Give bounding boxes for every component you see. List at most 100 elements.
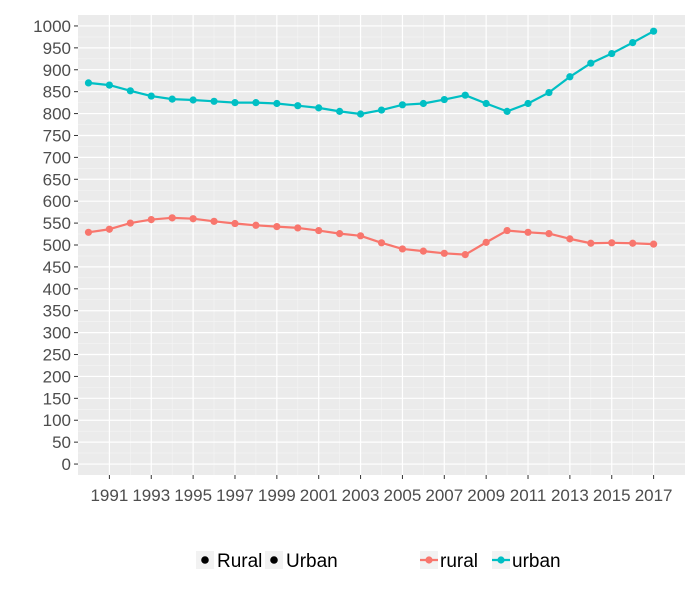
data-point-urban — [294, 102, 302, 110]
legend-point-icon — [201, 556, 209, 564]
data-point-rural — [503, 226, 511, 235]
data-point-rural — [440, 249, 448, 257]
series-line-urban — [88, 30, 655, 116]
data-point-urban — [84, 79, 93, 87]
legend-label: rural — [440, 551, 478, 572]
y-tick-label: 0 — [62, 455, 71, 474]
data-point-rural — [398, 245, 407, 253]
data-point-rural — [482, 238, 490, 246]
y-tick-label: 450 — [43, 258, 71, 277]
y-tick-label: 500 — [43, 236, 71, 255]
data-point-urban — [503, 107, 511, 115]
y-tick-label: 850 — [43, 83, 71, 102]
data-point-rural — [105, 225, 113, 233]
y-tick-label: 100 — [43, 411, 71, 430]
y-tick-label: 250 — [43, 346, 71, 365]
x-tick-label: 2007 — [425, 486, 463, 505]
data-point-urban — [461, 91, 469, 99]
data-point-urban — [524, 99, 532, 108]
data-point-urban — [315, 104, 323, 112]
data-point-urban — [545, 88, 553, 97]
x-tick-label: 1995 — [174, 486, 212, 505]
data-point-rural — [294, 224, 302, 232]
y-tick-label: 750 — [43, 126, 71, 145]
data-point-urban — [356, 110, 365, 118]
y-tick-label: 200 — [43, 367, 71, 386]
x-tick-label: 2001 — [300, 486, 338, 505]
legend-point-icon — [497, 556, 505, 564]
data-point-rural — [545, 230, 553, 238]
legend-label: Rural — [217, 551, 262, 572]
data-point-rural — [189, 215, 197, 223]
data-point-rural — [524, 228, 532, 236]
legend-label: Urban — [286, 551, 338, 572]
series-line-rural — [88, 216, 654, 256]
data-point-rural — [587, 239, 595, 247]
data-point-urban — [377, 106, 386, 114]
y-tick-label: 300 — [43, 324, 71, 343]
data-point-rural — [336, 230, 344, 238]
y-tick-label: 800 — [43, 105, 71, 124]
data-point-rural — [126, 219, 134, 227]
data-point-urban — [566, 73, 574, 81]
x-tick-label: 2011 — [510, 486, 547, 505]
data-point-rural — [315, 226, 323, 235]
data-point-urban — [398, 101, 407, 109]
y-tick-label: 600 — [43, 192, 71, 211]
data-point-urban — [189, 96, 197, 104]
data-point-urban — [419, 99, 427, 108]
data-point-urban — [168, 95, 176, 103]
legend-point-icon — [425, 556, 433, 564]
data-point-rural — [210, 217, 218, 225]
data-point-rural — [231, 219, 239, 228]
y-tick-label: 550 — [43, 214, 71, 233]
data-point-urban — [608, 49, 616, 58]
y-axis: 0 50 100 150 200 250 300 350 400 450 500 550 600 650 7… — [33, 17, 78, 474]
series-layer — [84, 27, 658, 259]
data-point-urban — [440, 95, 448, 104]
y-tick-label: 150 — [43, 389, 71, 408]
x-tick-label: 2005 — [384, 486, 422, 505]
y-tick-label: 700 — [43, 148, 71, 167]
x-tick-label: 2015 — [593, 486, 631, 505]
data-point-urban — [336, 107, 344, 115]
data-point-urban — [482, 99, 490, 108]
data-point-rural — [419, 247, 427, 255]
data-point-rural — [377, 239, 386, 247]
x-tick-label: 1999 — [258, 486, 296, 505]
y-tick-label: 950 — [43, 39, 71, 58]
legend-label: urban — [512, 551, 561, 572]
data-point-rural — [147, 215, 155, 224]
data-point-rural — [566, 235, 574, 243]
data-point-urban — [231, 99, 239, 107]
data-point-urban — [650, 27, 658, 35]
y-tick-label: 50 — [52, 433, 71, 452]
x-tick-label: 1991 — [90, 486, 128, 505]
data-point-rural — [461, 251, 469, 259]
data-point-rural — [608, 239, 616, 247]
major-gridlines — [78, 15, 685, 475]
x-tick-label: 1997 — [216, 486, 254, 505]
data-point-rural — [168, 214, 176, 222]
data-point-rural — [273, 223, 281, 231]
legend-point-icon — [270, 556, 278, 564]
y-tick-label: 650 — [43, 170, 71, 189]
data-point-rural — [356, 232, 365, 240]
x-tick-label: 2003 — [342, 486, 380, 505]
y-tick-label: 350 — [43, 302, 71, 321]
x-axis: 1991 1993 1995 1997 1999 2001 2003 2005 2007 2009… — [90, 475, 673, 505]
data-point-rural — [629, 239, 637, 247]
data-point-urban — [147, 92, 155, 100]
data-point-urban — [629, 39, 637, 47]
data-point-urban — [273, 99, 281, 108]
data-point-rural — [650, 240, 658, 248]
data-point-urban — [252, 99, 260, 107]
x-tick-label: 2009 — [467, 486, 505, 505]
data-point-rural — [84, 228, 93, 236]
data-point-urban — [587, 59, 595, 67]
data-point-urban — [105, 81, 113, 89]
y-tick-label: 1000 — [33, 17, 71, 36]
x-tick-label: 2013 — [551, 486, 589, 505]
x-tick-label: 2017 — [635, 486, 673, 505]
